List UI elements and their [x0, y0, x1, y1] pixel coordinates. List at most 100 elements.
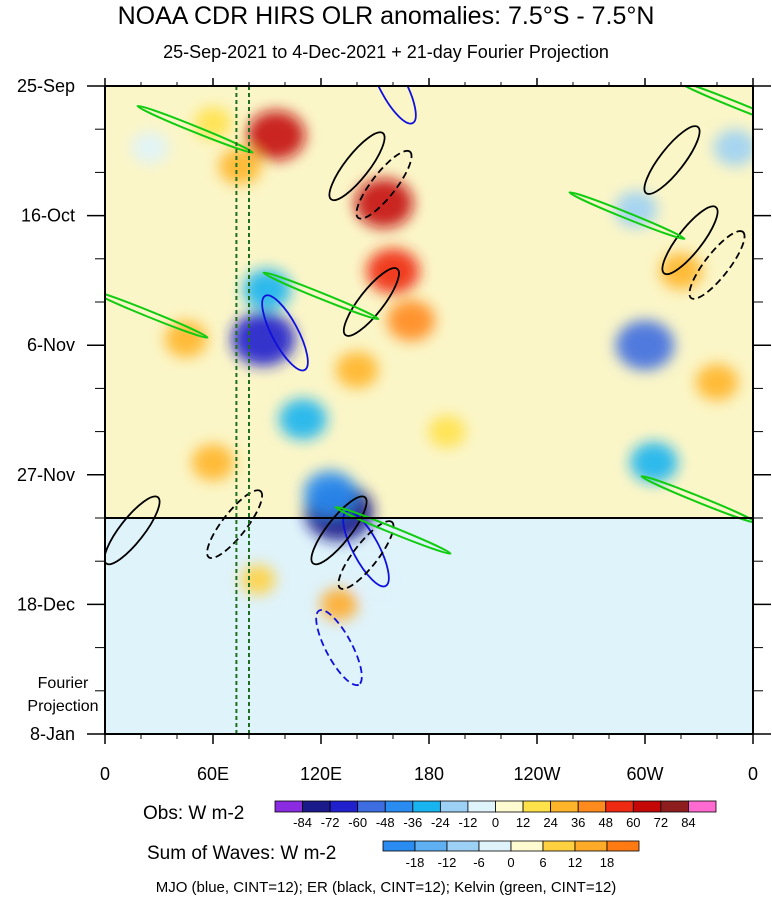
waves-colorbar-tick-label-4: 6 [539, 855, 546, 870]
wave-contour-er-8 [643, 125, 701, 195]
projection-label-line2: Projection [27, 698, 98, 715]
waves-colorbar-tick-label-2: -6 [473, 855, 485, 870]
wave-contour-kelvin-18 [676, 86, 753, 129]
wave-contour-er-5 [342, 267, 400, 337]
wave-contour-kelvin-20 [334, 505, 452, 555]
obs-colorbar-swatch-3 [357, 800, 386, 813]
anomaly-blob-15 [279, 398, 327, 440]
obs-colorbar-tick-label-12: 60 [626, 815, 640, 830]
waves-colorbar-swatch-6 [574, 840, 608, 852]
anomaly-blob-18 [615, 320, 675, 371]
y-tick-label-0: 25-Sep [17, 76, 75, 96]
x-tick-label-1: 60E [197, 764, 229, 784]
wave-contour-mjo-0 [261, 294, 309, 372]
wave-contour-er-4 [328, 131, 386, 202]
obs-colorbar: -84 -72 -60 -48 -36 -24 -12 0 12 24 36 48 60 72 84 [274, 800, 717, 830]
wave-contour-er-9 [105, 495, 161, 566]
projection-background [105, 518, 753, 734]
obs-colorbar-swatch-2 [329, 800, 359, 813]
obs-colorbar-tick-label-14: 84 [681, 815, 695, 830]
wave-legend-credits: MJO (blue, CINT=12); ER (black, CINT=12)… [155, 879, 617, 896]
wave-contour-kelvin-14 [136, 104, 254, 154]
projection-label-line1: Fourier [38, 675, 89, 692]
obs-colorbar-tick-label-1: -72 [321, 815, 340, 830]
obs-colorbar-tick-label-13: 72 [654, 815, 668, 830]
wave-contour-kelvin-19 [640, 475, 753, 524]
x-tick-label-2: 120E [300, 764, 342, 784]
obs-colorbar-swatch-6 [439, 800, 469, 813]
obs-colorbar-swatch-10 [550, 800, 579, 813]
obs-colorbar-swatch-7 [467, 800, 496, 813]
wave-contour-kelvin-16 [105, 289, 209, 339]
x-tick-label-3: 180 [414, 764, 444, 784]
waves-colorbar-swatch-7 [606, 840, 640, 852]
anomaly-blob-5 [387, 300, 435, 341]
obs-colorbar-tick-label-9: 24 [543, 815, 557, 830]
obs-colorbar-swatch-5 [412, 800, 441, 813]
obs-colorbar-tick-label-8: 12 [516, 815, 530, 830]
chart-subtitle: 25-Sep-2021 to 4-Dec-2021 + 21-day Fouri… [163, 42, 609, 62]
obs-colorbar-swatch-0 [274, 800, 303, 813]
obs-colorbar-swatch-12 [605, 800, 634, 813]
anomaly-blob-17 [303, 470, 357, 516]
waves-colorbar-swatch-5 [542, 840, 576, 852]
y-tick-label-1: 16-Oct [21, 206, 75, 226]
obs-colorbar-swatch-1 [302, 800, 331, 813]
anomaly-blob-9 [428, 415, 466, 448]
obs-colorbar-swatch-8 [495, 800, 524, 813]
waves-colorbar-swatch-0 [382, 840, 416, 852]
obs-colorbar-tick-label-6: -12 [459, 815, 478, 830]
wave-contour-kelvin-17 [568, 191, 686, 240]
obs-colorbar-label: Obs: W m-2 [143, 803, 245, 824]
wave-contour-er-10 [355, 149, 413, 220]
x-tick-label-0: 0 [100, 764, 110, 784]
x-tick-label-6: 0 [748, 764, 758, 784]
obs-colorbar-tick-label-3: -48 [376, 815, 395, 830]
anomaly-blob-21 [713, 129, 753, 167]
obs-colorbar-tick-label-2: -60 [348, 815, 367, 830]
waves-colorbar-tick-label-5: 12 [568, 855, 582, 870]
anomaly-blob-23 [240, 564, 276, 595]
x-tick-label-4: 120W [513, 764, 560, 784]
waves-colorbar-swatch-2 [446, 840, 480, 852]
obs-colorbar-tick-label-10: 36 [571, 815, 585, 830]
anomaly-blob-4 [366, 248, 420, 294]
anomaly-blob-7 [164, 320, 208, 358]
waves-colorbar-tick-label-1: -12 [438, 855, 457, 870]
waves-colorbar-label: Sum of Waves: W m-2 [147, 843, 337, 864]
reference-lines [235, 86, 250, 734]
wave-contour-er-13 [206, 489, 264, 559]
obs-colorbar-tick-label-7: 0 [492, 815, 499, 830]
x-tick-label-5: 60W [626, 764, 663, 784]
obs-colorbar-swatch-9 [522, 800, 552, 813]
anomaly-blob-11 [695, 363, 739, 401]
obs-colorbar-tick-label-11: 48 [599, 815, 613, 830]
obs-colorbar-swatch-15 [688, 800, 717, 813]
obs-colorbar-swatch-11 [577, 800, 607, 813]
wave-contour-mjo-2 [369, 86, 417, 125]
anomaly-blob-12 [131, 131, 169, 164]
wave-contours [105, 86, 753, 687]
obs-colorbar-tick-label-0: -84 [293, 815, 312, 830]
wave-contour-mjo-3 [315, 609, 363, 687]
obs-colorbar-tick-label-4: -36 [403, 815, 422, 830]
obs-colorbar-swatch-4 [384, 800, 414, 813]
waves-colorbar-swatch-1 [414, 840, 448, 852]
wave-contour-er-7 [661, 205, 719, 276]
anomaly-blob-0 [194, 106, 232, 140]
axes: 0 60E 120E 180 120W 60W 0 25-Sep 16-Oct 6-Nov 27-N… [17, 76, 771, 784]
y-tick-label-2: 6-Nov [27, 335, 75, 355]
waves-colorbar-tick-label-3: 0 [507, 855, 514, 870]
anomaly-blob-19 [630, 441, 678, 483]
y-tick-label-5: 8-Jan [30, 724, 75, 744]
anomaly-blob-1 [218, 147, 262, 185]
wave-contour-er-11 [337, 520, 395, 590]
waves-colorbar-tick-label-0: -18 [406, 855, 425, 870]
waves-colorbar-swatch-3 [478, 840, 512, 852]
wave-contour-mjo-1 [342, 510, 390, 588]
waves-colorbar: -18 -12 -6 0 6 12 18 [382, 840, 640, 870]
anomaly-blob-8 [191, 444, 235, 481]
anomaly-blob-13 [243, 269, 291, 311]
anomaly-blob-6 [335, 351, 379, 389]
